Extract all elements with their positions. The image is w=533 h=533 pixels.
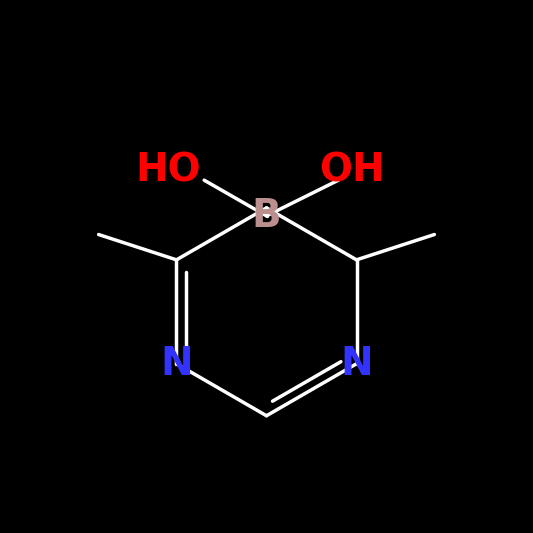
Text: OH: OH xyxy=(319,151,385,190)
Text: B: B xyxy=(252,197,281,235)
Text: HO: HO xyxy=(135,151,201,190)
Text: N: N xyxy=(160,345,193,383)
Text: N: N xyxy=(340,345,373,383)
